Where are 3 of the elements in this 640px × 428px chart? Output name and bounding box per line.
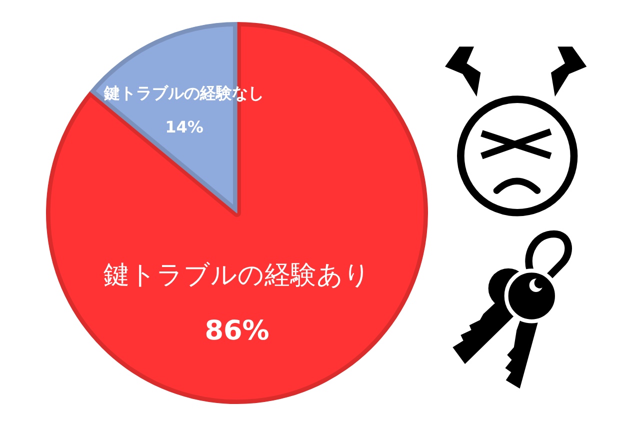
slice-label: 鍵トラブルの経験あり	[104, 260, 370, 290]
data-label: 86%	[204, 316, 270, 347]
data-label: 14%	[165, 117, 204, 136]
